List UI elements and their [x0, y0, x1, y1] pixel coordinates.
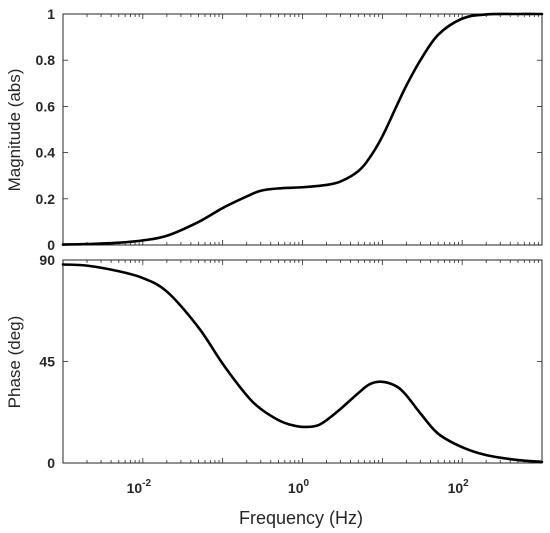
magnitude-panel: 0 0.2 0.4 0.6 0.8 1 Magnitude (abs) — [5, 6, 544, 253]
y-tick-label: 0.8 — [36, 52, 56, 68]
x-axis-label: Frequency (Hz) — [239, 508, 363, 528]
y-tick-label: 0 — [47, 455, 55, 471]
x-tick-label: 102 — [448, 478, 470, 496]
series-line — [61, 263, 544, 464]
y-axis-label: Phase (deg) — [5, 316, 24, 409]
phase-panel: 0 45 90 10-2 100 102 Phase (deg) — [5, 252, 544, 496]
x-tick-label: 100 — [288, 478, 310, 496]
y-tick-label: 90 — [39, 252, 55, 268]
y-tick-label: 0.2 — [36, 191, 56, 207]
y-tick-label: 0 — [47, 237, 55, 253]
x-tick-label: 10-2 — [127, 478, 152, 496]
y-axis-label: Magnitude (abs) — [5, 69, 24, 192]
y-tick-label: 0.6 — [36, 98, 56, 114]
y-tick-label: 0.4 — [36, 145, 56, 161]
y-tick-label: 1 — [47, 6, 55, 22]
series-line — [61, 12, 544, 246]
y-tick-label: 45 — [39, 354, 55, 370]
axes-box — [62, 259, 543, 464]
axes-box — [62, 13, 543, 246]
